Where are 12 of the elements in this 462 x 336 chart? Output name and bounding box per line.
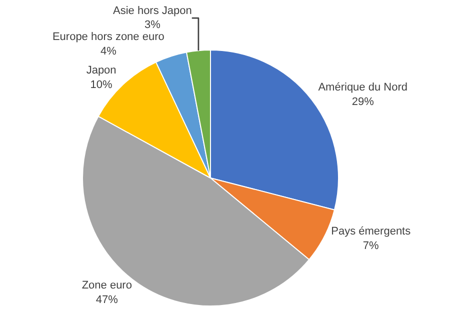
data-label: 10% bbox=[90, 78, 113, 91]
slice-label: Japon bbox=[86, 64, 116, 77]
slice-label: Amérique du Nord bbox=[318, 81, 408, 94]
data-label: 3% bbox=[144, 19, 161, 32]
slice-label: Pays émergents bbox=[331, 226, 412, 238]
slice-label: Europe hors zone euro bbox=[52, 31, 164, 44]
data-label: 29% bbox=[352, 96, 374, 108]
data-label: 47% bbox=[96, 294, 118, 306]
data-label: 7% bbox=[362, 240, 380, 252]
slice-label: Zone euro bbox=[82, 280, 132, 292]
data-label: 4% bbox=[100, 46, 117, 58]
slice-label: Asie hors Japon bbox=[112, 4, 192, 17]
